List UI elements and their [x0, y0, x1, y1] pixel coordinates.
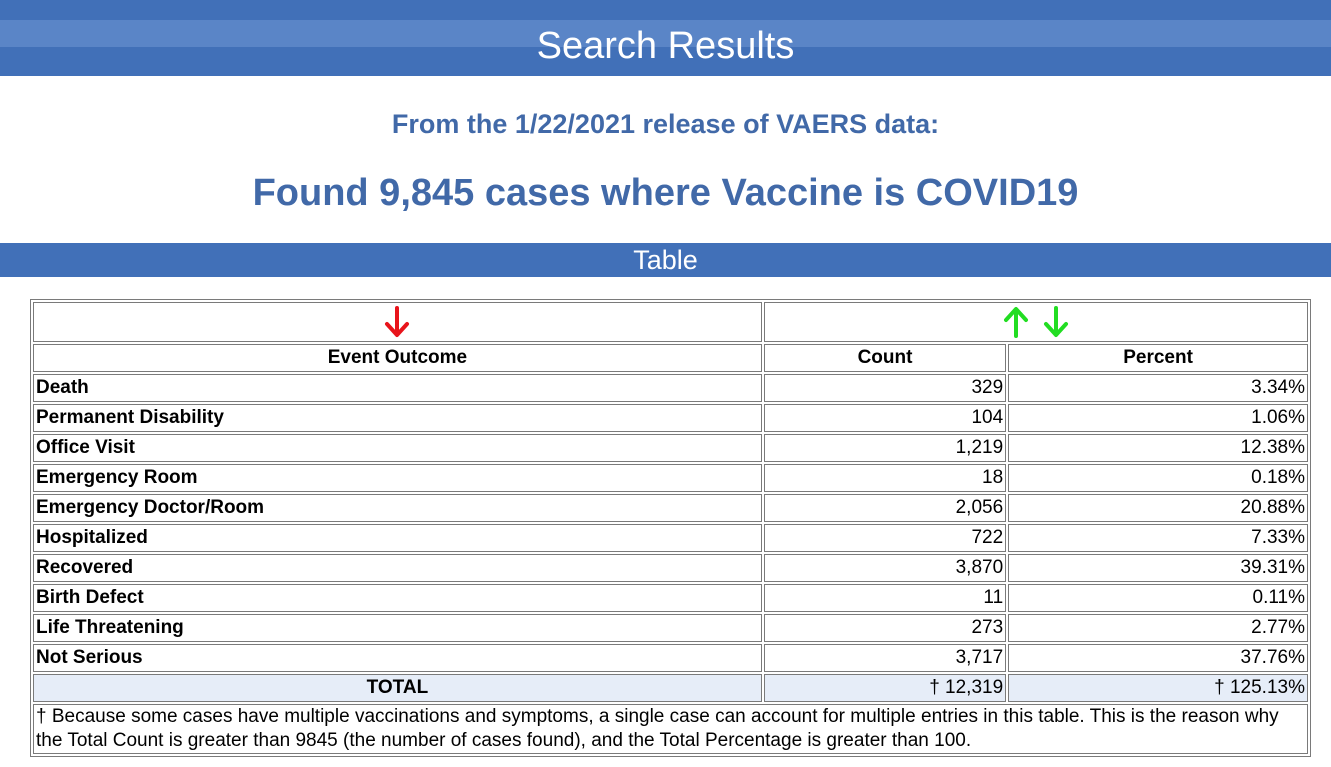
row-count: 2,056	[763, 494, 1007, 522]
row-count: 3,717	[763, 644, 1007, 672]
sort-up-arrow-icon[interactable]	[1003, 305, 1029, 339]
column-header-outcome: Event Outcome	[33, 344, 762, 372]
table-row: Emergency Doctor/Room 2,056 20.88%	[33, 494, 1308, 522]
table-row: Recovered 3,870 39.31%	[33, 554, 1308, 582]
row-percent: 0.18%	[1008, 464, 1308, 492]
row-count: 273	[763, 614, 1007, 642]
row-count: 3,870	[763, 554, 1007, 582]
table-section-bar: Table	[0, 243, 1331, 277]
row-percent: 39.31%	[1008, 554, 1308, 582]
results-table-container: Event Outcome Count Percent Death 329 3.34…	[30, 299, 1311, 757]
table-row: Life Threatening 273 2.77%	[33, 614, 1308, 642]
column-header-percent: Percent	[1008, 344, 1308, 372]
table-row: Death 329 3.34%	[33, 374, 1308, 402]
row-outcome: Office Visit	[33, 434, 762, 462]
row-count: 18	[763, 464, 1007, 492]
row-percent: 37.76%	[1008, 644, 1308, 672]
table-row: Hospitalized 722 7.33%	[33, 524, 1308, 552]
table-row: Emergency Room 18 0.18%	[33, 464, 1308, 492]
row-percent: 2.77%	[1008, 614, 1308, 642]
row-count: 722	[763, 524, 1007, 552]
table-row: Not Serious 3,717 37.76%	[33, 644, 1308, 672]
outcome-sort-cell	[33, 302, 762, 342]
total-percent: † 125.13%	[1008, 674, 1308, 702]
row-percent: 3.34%	[1008, 374, 1308, 402]
total-count: † 12,319	[763, 674, 1007, 702]
found-cases-heading: Found 9,845 cases where Vaccine is COVID…	[252, 172, 1079, 214]
row-outcome: Life Threatening	[33, 614, 762, 642]
row-percent: 0.11%	[1008, 584, 1308, 612]
sort-down-arrow-icon[interactable]	[1043, 305, 1069, 339]
footnote-row: † Because some cases have multiple vacci…	[33, 704, 1308, 754]
header-row: Event Outcome Count Percent	[33, 344, 1308, 372]
row-outcome: Hospitalized	[33, 524, 762, 552]
row-percent: 12.38%	[1008, 434, 1308, 462]
total-label: TOTAL	[33, 674, 762, 702]
row-count: 11	[763, 584, 1007, 612]
header-bar	[0, 0, 1331, 76]
row-count: 329	[763, 374, 1007, 402]
row-outcome: Not Serious	[33, 644, 762, 672]
row-percent: 20.88%	[1008, 494, 1308, 522]
results-table: Event Outcome Count Percent Death 329 3.34…	[30, 299, 1311, 757]
header-stripe	[0, 20, 1331, 47]
column-header-count: Count	[763, 344, 1007, 372]
sort-row	[33, 302, 1308, 342]
total-row: TOTAL † 12,319 † 125.13%	[33, 674, 1308, 702]
row-percent: 7.33%	[1008, 524, 1308, 552]
row-count: 1,219	[763, 434, 1007, 462]
row-outcome: Death	[33, 374, 762, 402]
table-row: Permanent Disability 104 1.06%	[33, 404, 1308, 432]
footnote-text: † Because some cases have multiple vacci…	[33, 704, 1308, 754]
row-outcome: Emergency Doctor/Room	[33, 494, 762, 522]
row-outcome: Recovered	[33, 554, 762, 582]
row-outcome: Permanent Disability	[33, 404, 762, 432]
table-row: Birth Defect 11 0.11%	[33, 584, 1308, 612]
row-outcome: Emergency Room	[33, 464, 762, 492]
row-outcome: Birth Defect	[33, 584, 762, 612]
row-percent: 1.06%	[1008, 404, 1308, 432]
sort-down-arrow-icon[interactable]	[384, 305, 410, 339]
row-count: 104	[763, 404, 1007, 432]
count-sort-cell	[763, 302, 1308, 342]
table-row: Office Visit 1,219 12.38%	[33, 434, 1308, 462]
release-info: From the 1/22/2021 release of VAERS data…	[391, 109, 940, 139]
page-title: Search Results	[536, 25, 795, 67]
